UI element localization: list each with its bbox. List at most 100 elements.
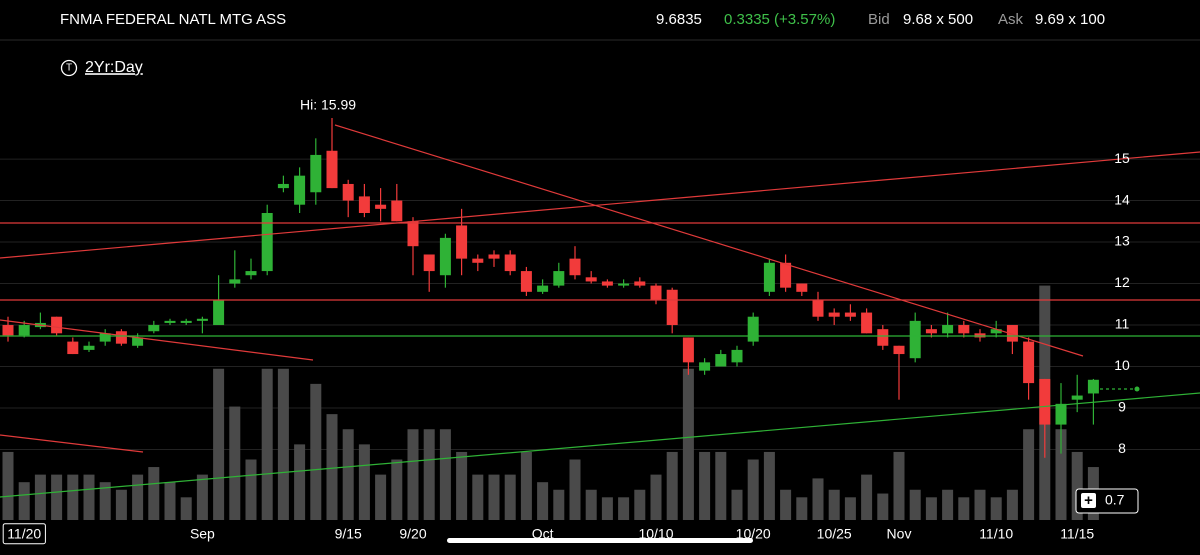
volume-bar [488, 474, 500, 520]
candle-body [1006, 325, 1018, 342]
candle-body [682, 337, 694, 363]
candle-body [747, 316, 759, 342]
volume-bar [958, 497, 970, 520]
x-tick-label: 9/20 [399, 526, 426, 542]
volume-bar [569, 459, 581, 520]
candle-body [196, 318, 208, 321]
volume-bar [229, 406, 241, 520]
candle-body [229, 279, 241, 284]
y-tick-label: 15 [1114, 150, 1130, 166]
candle-body [1039, 378, 1051, 425]
hi-label: Hi: 15.99 [300, 97, 356, 113]
volume-bar [650, 474, 662, 520]
x-tick-label: 11/20 [7, 526, 41, 542]
volume-bar [391, 459, 403, 520]
drawings [0, 124, 1200, 498]
candle-body [537, 285, 549, 292]
volume-bar [796, 497, 808, 520]
y-tick-label: 11 [1115, 316, 1130, 332]
volume-bar [861, 474, 873, 520]
volume-bar [1055, 429, 1067, 520]
candle-body [83, 345, 95, 350]
candle-body [1071, 395, 1083, 400]
y-tick-label: 10 [1114, 357, 1130, 373]
candle-body [715, 354, 727, 367]
candle-body [1087, 379, 1099, 394]
candle-body [472, 258, 484, 263]
range-selector[interactable]: 2Yr:Day [85, 59, 143, 76]
volume-bar [358, 444, 370, 520]
volume-bar [342, 429, 354, 520]
candle-body [164, 320, 176, 323]
volume-bar [196, 474, 208, 520]
volume-bar [990, 497, 1002, 520]
candle-body [861, 312, 873, 334]
candle-body [132, 337, 144, 346]
plot-area [0, 117, 1200, 520]
y-tick-label: 8 [1118, 440, 1126, 456]
volume-badge-icon [1081, 493, 1096, 508]
x-tick-label: Nov [887, 526, 912, 542]
volume-bar [682, 368, 694, 520]
volume-bar [553, 489, 565, 520]
candle-body [780, 262, 792, 288]
volume-bar [844, 497, 856, 520]
volume-bar [504, 474, 516, 520]
volume-bar [213, 368, 225, 520]
candle-body [796, 283, 808, 292]
candle-body [342, 183, 354, 201]
volume-bar [148, 467, 160, 520]
volume-bar [99, 482, 111, 520]
candle-body [634, 281, 646, 286]
candle-body [504, 254, 516, 272]
candle-body [310, 154, 322, 193]
volume-bar [375, 474, 387, 520]
candle-body [812, 300, 824, 317]
volume-bar [893, 451, 905, 520]
candle-body [942, 325, 954, 334]
candle-body [148, 325, 160, 332]
candle-body [520, 271, 532, 292]
volume-bar [439, 429, 451, 520]
candle-body [456, 225, 468, 259]
x-tick-label: 10/25 [817, 526, 852, 542]
volume-bar [132, 474, 144, 520]
volume-bar [294, 444, 306, 520]
volume-bar [618, 497, 630, 520]
volume-bar [326, 414, 338, 520]
candle-body [1055, 403, 1067, 425]
volume-bar [942, 489, 954, 520]
candle-body [213, 300, 225, 326]
candle-body [731, 349, 743, 363]
candle-body [358, 196, 370, 213]
volume-bar [780, 489, 792, 520]
volume-bar [67, 474, 79, 520]
bid-label: Bid [868, 11, 890, 28]
volume-bar [715, 451, 727, 520]
trend-line [0, 151, 1200, 259]
last-price: 9.6835 [656, 11, 702, 28]
volume-bar [1006, 489, 1018, 520]
volume-bar [877, 493, 889, 520]
candle-body [601, 281, 613, 286]
candle-body [488, 254, 500, 259]
ask-label: Ask [998, 11, 1024, 28]
range-icon[interactable] [60, 59, 78, 77]
candle-body [67, 341, 79, 355]
candle-body [909, 320, 921, 359]
candle-body [585, 277, 597, 282]
volume-bar [585, 489, 597, 520]
trend-line [0, 434, 144, 453]
candle-body [844, 312, 856, 317]
volume-bar [634, 489, 646, 520]
volume-bar [310, 383, 322, 520]
volume-bar [472, 474, 484, 520]
x-tick-label: Oct [532, 526, 554, 542]
y-tick-label: 9 [1118, 399, 1126, 415]
candle-body [51, 316, 63, 334]
candle-body [407, 221, 419, 247]
candle-body [618, 283, 630, 286]
volume-bar [763, 451, 775, 520]
candle-body [650, 285, 662, 301]
